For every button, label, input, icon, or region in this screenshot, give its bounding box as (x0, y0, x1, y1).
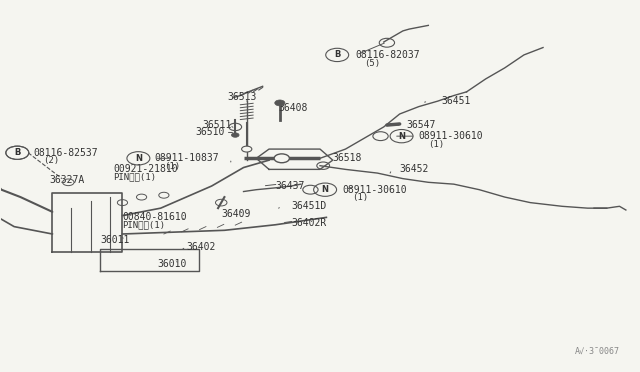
Text: 08116-82537: 08116-82537 (33, 148, 98, 158)
Text: 36409: 36409 (221, 209, 251, 219)
Text: 08911-30610: 08911-30610 (419, 131, 483, 141)
Text: 36010: 36010 (157, 259, 187, 269)
Text: 00840-81610: 00840-81610 (122, 212, 187, 222)
Text: N: N (135, 154, 142, 163)
Text: B: B (334, 51, 340, 60)
Text: 36452: 36452 (399, 164, 429, 174)
Circle shape (242, 146, 252, 152)
Text: (1): (1) (352, 193, 368, 202)
Text: 36518: 36518 (333, 153, 362, 163)
Text: B: B (14, 148, 20, 157)
Text: 36451: 36451 (441, 96, 470, 106)
Text: 36451D: 36451D (291, 201, 326, 211)
Text: PINピン(1): PINピン(1) (122, 220, 166, 229)
Text: 36402: 36402 (186, 242, 216, 252)
Text: 36327A: 36327A (49, 176, 84, 186)
Text: 36547: 36547 (406, 120, 435, 130)
Text: N: N (321, 185, 328, 194)
Text: (1): (1) (428, 140, 444, 149)
Text: 00921-21810: 00921-21810 (113, 164, 177, 174)
Text: 08911-30610: 08911-30610 (342, 185, 407, 195)
Text: (2): (2) (43, 156, 59, 166)
Text: (1): (1) (164, 162, 180, 171)
Text: 36437: 36437 (275, 181, 305, 191)
Text: 36513: 36513 (228, 92, 257, 102)
Text: N: N (398, 132, 405, 141)
Text: 08911-10837: 08911-10837 (154, 153, 219, 163)
Text: 36011: 36011 (100, 234, 129, 244)
Text: 36408: 36408 (278, 103, 308, 113)
Circle shape (275, 100, 285, 106)
Text: B: B (14, 148, 20, 157)
Text: PINピン(1): PINピン(1) (113, 172, 156, 181)
Text: 36511: 36511 (202, 120, 232, 130)
Text: 36510: 36510 (196, 128, 225, 138)
Text: 36402R: 36402R (291, 218, 326, 228)
Text: (5): (5) (365, 58, 381, 68)
Circle shape (274, 154, 289, 163)
Text: A√·3¯0067: A√·3¯0067 (575, 347, 620, 356)
Text: 08116-82037: 08116-82037 (355, 50, 420, 60)
Circle shape (232, 133, 239, 137)
